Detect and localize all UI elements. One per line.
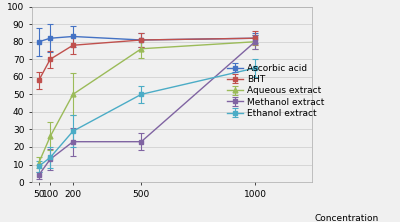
Text: Concentration: Concentration [315, 214, 379, 222]
Legend: Ascorbic acid, BHT, Aqueous extract, Methanol extract, Ethanol extract: Ascorbic acid, BHT, Aqueous extract, Met… [227, 64, 324, 118]
